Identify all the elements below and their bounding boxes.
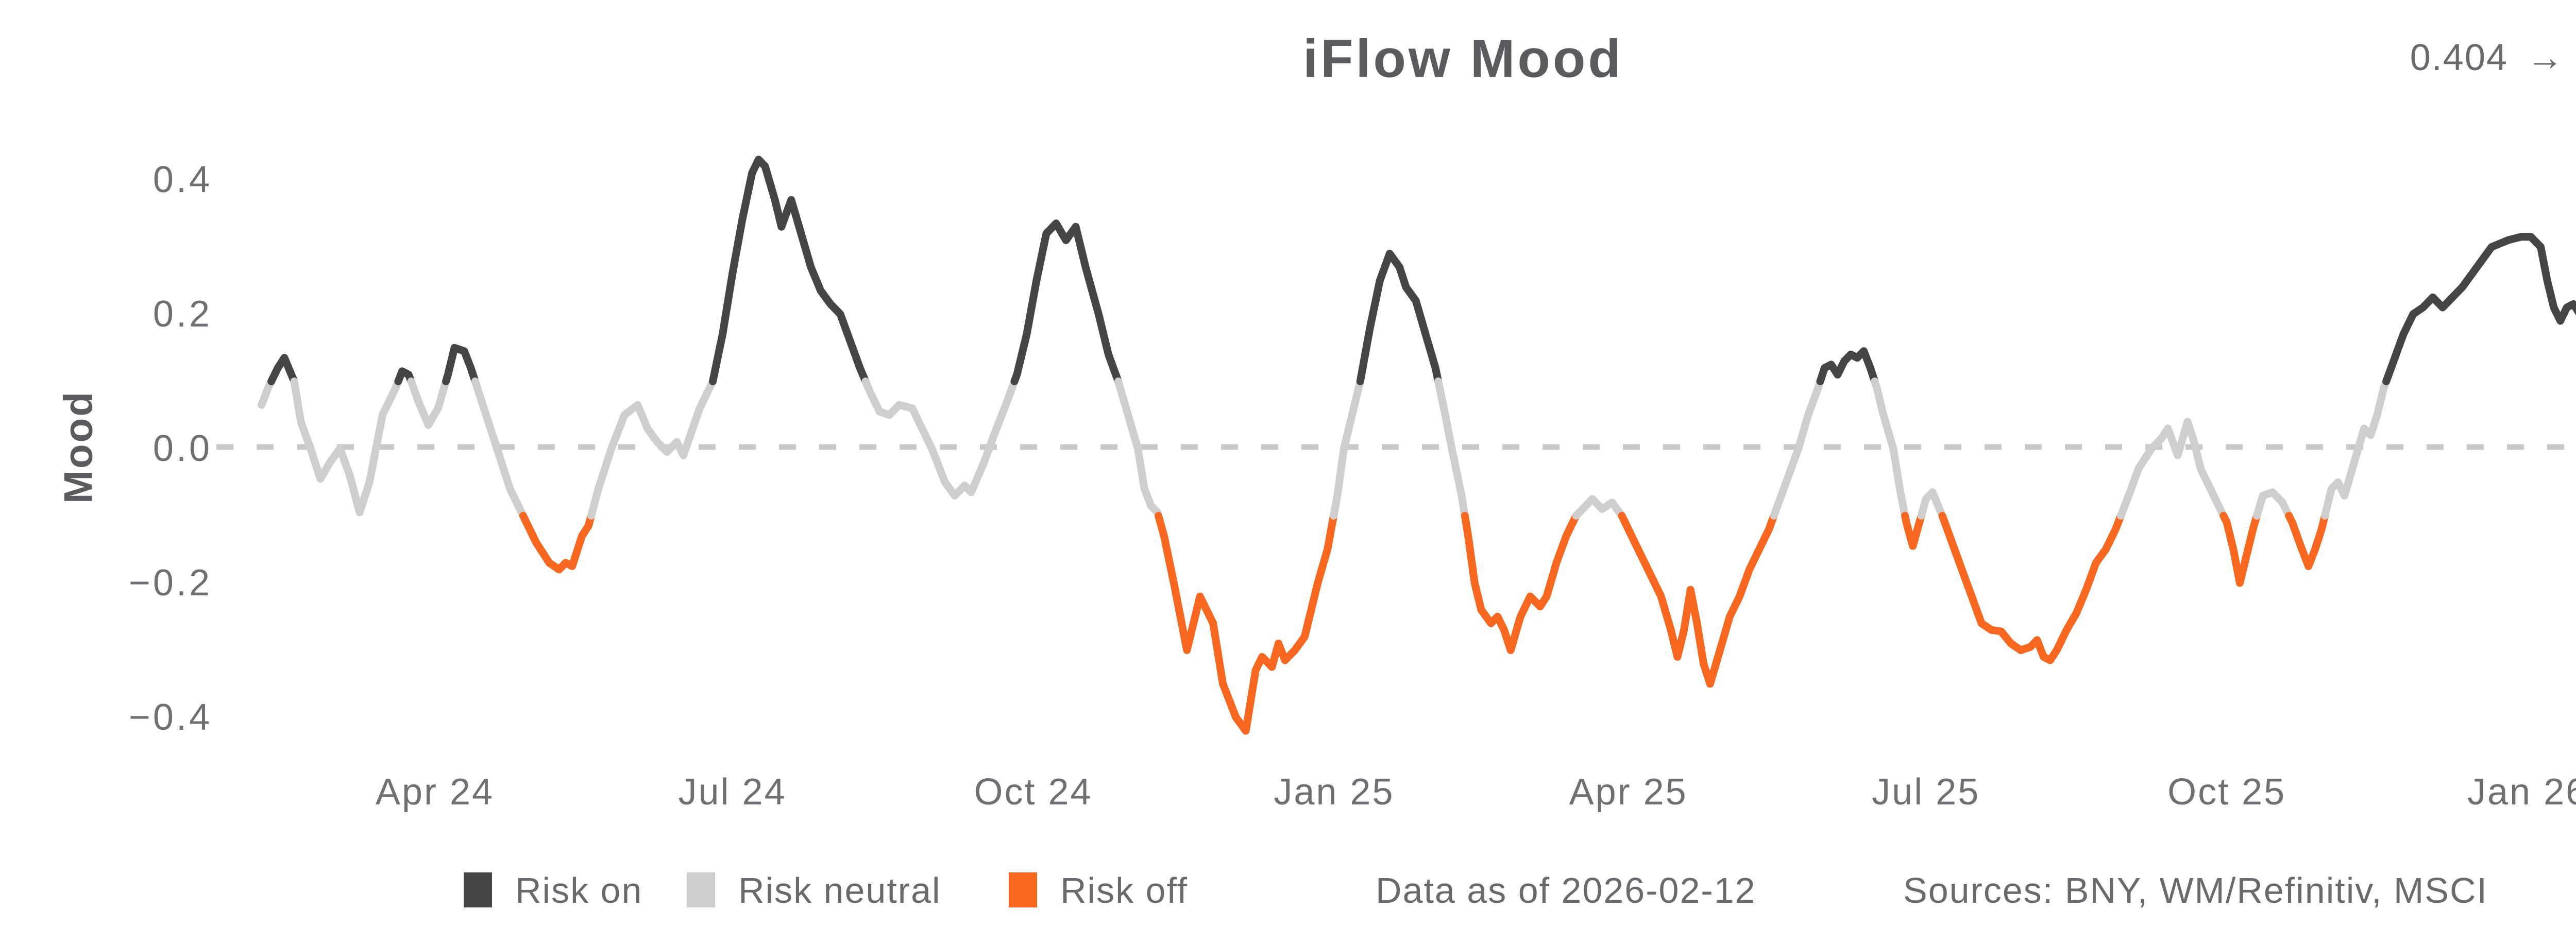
arrow-right-icon: →	[2526, 37, 2565, 78]
mood-line-segment-risk-on	[1816, 347, 1879, 385]
mood-line-segment-risk-off	[1618, 512, 1778, 688]
mood-line-series	[258, 156, 2576, 735]
data-as-of-text: Data as of 2026-02-12	[1376, 870, 1756, 911]
legend-swatch-risk-off	[1009, 872, 1037, 907]
mood-line-segment-risk-neutral	[1572, 495, 1626, 520]
mood-line-segment-risk-off	[2285, 512, 2329, 570]
legend-label-risk-neutral: Risk neutral	[738, 870, 941, 911]
mood-line-segment-risk-neutral	[1434, 377, 1469, 520]
mood-line-segment-risk-off	[1461, 512, 1580, 654]
mood-line-segment-risk-neutral	[1871, 377, 1909, 520]
mood-line-segment-risk-neutral	[2117, 418, 2228, 520]
x-tick-label: Jul 24	[678, 771, 787, 813]
legend-swatch-risk-on	[464, 872, 492, 907]
x-tick-label: Oct 25	[2167, 771, 2286, 813]
mood-line-segment-risk-neutral	[1917, 488, 1946, 520]
x-tick-label: Apr 24	[375, 771, 495, 813]
x-tick-label: Jul 25	[1872, 771, 1980, 813]
y-tick-label: 0.0	[152, 428, 212, 469]
mood-line-segment-risk-off	[519, 512, 595, 574]
x-tick-label: Jan 25	[1274, 771, 1395, 813]
mood-line-segment-risk-on	[2382, 233, 2576, 385]
x-tick-label: Apr 25	[1569, 771, 1688, 813]
mood-line-segment-risk-off	[1155, 512, 1338, 735]
x-tick-label: Oct 24	[974, 771, 1093, 813]
mood-line-segment-risk-neutral	[2321, 377, 2391, 520]
mood-line-segment-risk-on	[442, 344, 479, 385]
chart-title: iFlow Mood	[1303, 29, 1623, 89]
y-tick-label: −0.2	[128, 562, 212, 604]
mood-line-segment-risk-neutral	[587, 377, 717, 520]
mood-line-segment-risk-neutral	[290, 377, 402, 517]
mood-line-segment-risk-neutral	[1770, 377, 1824, 520]
sources-text: Sources: BNY, WM/Refinitiv, MSCI	[1903, 870, 2488, 911]
mood-line-segment-risk-off	[1938, 512, 2125, 664]
x-tick-label: Jan 26	[2467, 771, 2576, 813]
y-tick-label: 0.2	[152, 294, 212, 335]
mood-line-segment-risk-neutral	[861, 377, 1019, 500]
latest-value: 0.404	[2410, 37, 2508, 78]
mood-line-segment-risk-neutral	[471, 377, 527, 520]
mood-line-segment-risk-neutral	[407, 377, 450, 429]
mood-line-segment-risk-on	[1356, 250, 1443, 385]
y-tick-label: −0.4	[128, 697, 212, 738]
mood-line-segment-risk-neutral	[2253, 488, 2293, 520]
mood-line-segment-risk-neutral	[1330, 377, 1364, 520]
legend-label-risk-off: Risk off	[1060, 870, 1189, 911]
mood-line-segment-risk-on	[709, 156, 870, 385]
y-tick-label: 0.4	[152, 159, 212, 200]
mood-line-segment-risk-off	[2219, 512, 2261, 587]
legend-swatch-risk-neutral	[687, 872, 715, 907]
mood-line-segment-risk-off	[1901, 512, 1925, 550]
latest-value-annotation: 0.404→risk on	[2410, 37, 2576, 79]
legend-label-risk-on: Risk on	[515, 870, 643, 911]
mood-line-segment-risk-on	[1010, 219, 1122, 385]
mood-line-segment-risk-on	[267, 354, 298, 385]
